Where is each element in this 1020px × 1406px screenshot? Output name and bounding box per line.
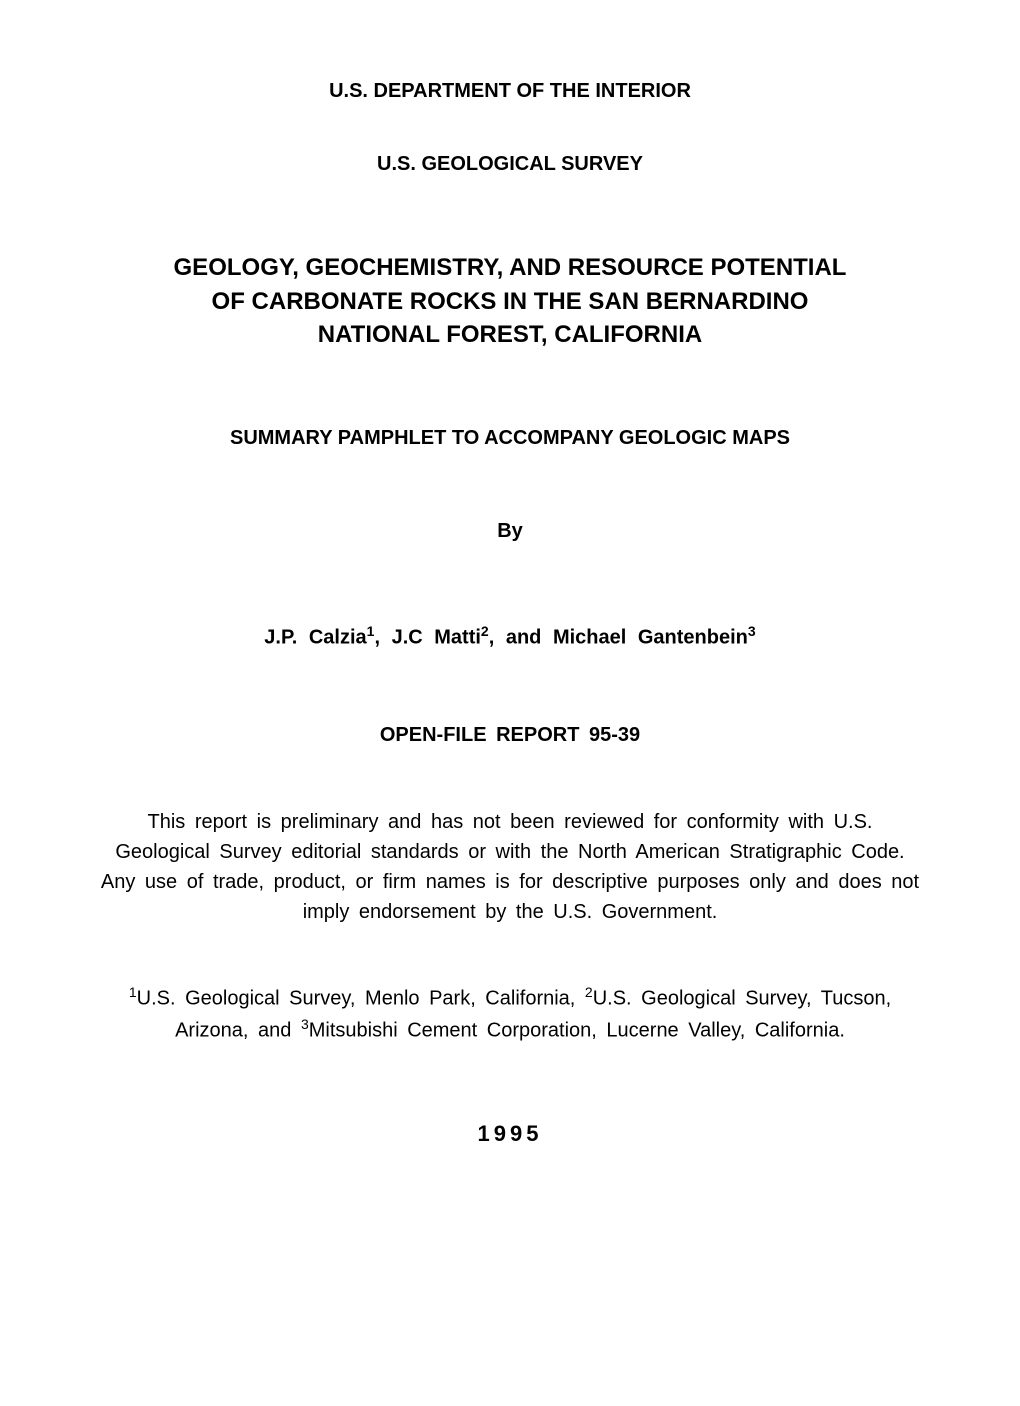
author-2-name: J.C Matti	[392, 626, 481, 648]
authors: J.P. Calzia1, J.C Matti2, and Michael Ga…	[90, 623, 930, 650]
title-line-2: OF CARBONATE ROCKS IN THE SAN BERNARDINO	[212, 288, 809, 315]
author-1-name: J.P. Calzia	[264, 626, 366, 648]
affiliation-sup-2: 2	[585, 984, 593, 1000]
title-line-3: NATIONAL FOREST, CALIFORNIA	[318, 321, 702, 348]
affiliations: 1U.S. Geological Survey, Menlo Park, Cal…	[90, 982, 930, 1045]
author-sep-2: , and	[489, 626, 553, 648]
document-title: GEOLOGY, GEOCHEMISTRY, AND RESOURCE POTE…	[90, 251, 930, 352]
survey-heading: U.S. GEOLOGICAL SURVEY	[90, 153, 930, 176]
subtitle: SUMMARY PAMPHLET TO ACCOMPANY GEOLOGIC M…	[90, 427, 930, 450]
affiliation-text-3: Mitsubishi Cement Corporation, Lucerne V…	[309, 1020, 845, 1042]
author-sep-1: ,	[374, 626, 391, 648]
by-label: By	[90, 520, 930, 543]
author-3-name: Michael Gantenbein	[553, 626, 748, 648]
report-number: OPEN-FILE REPORT 95-39	[90, 724, 930, 747]
disclaimer-text: This report is preliminary and has not b…	[90, 807, 930, 927]
affiliation-sup-3: 3	[301, 1016, 309, 1032]
affiliation-sup-1: 1	[129, 984, 137, 1000]
author-2-sup: 2	[481, 623, 489, 639]
title-line-1: GEOLOGY, GEOCHEMISTRY, AND RESOURCE POTE…	[174, 254, 847, 281]
author-3-sup: 3	[748, 623, 756, 639]
department-heading: U.S. DEPARTMENT OF THE INTERIOR	[90, 80, 930, 103]
affiliation-text-1: U.S. Geological Survey, Menlo Park, Cali…	[137, 988, 585, 1010]
publication-year: 1995	[90, 1121, 930, 1147]
